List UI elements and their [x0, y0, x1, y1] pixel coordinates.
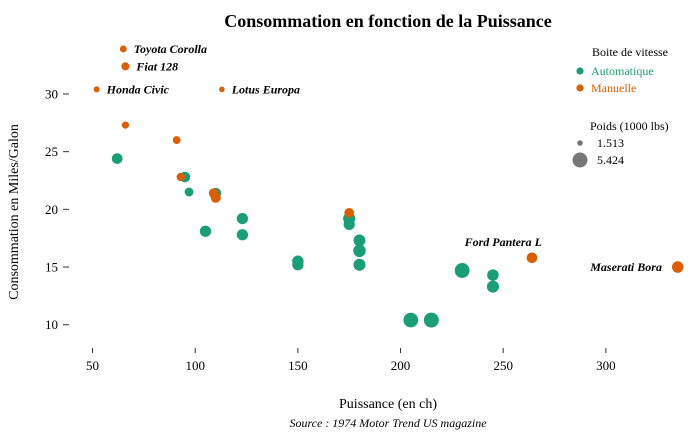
x-axis: 50 100 150 200 250 300: [86, 348, 616, 373]
data-point: [353, 258, 366, 271]
data-point: [486, 280, 499, 293]
legend-weight: Poids (1000 lbs) 1.513 5.424: [572, 119, 669, 168]
data-point: [236, 212, 249, 225]
x-tick-label: 300: [596, 358, 616, 373]
data-point: [121, 121, 130, 129]
x-tick-label: 100: [185, 358, 205, 373]
data-point: [111, 153, 123, 164]
y-axis-title: Consommation en Miles/Galon: [7, 124, 22, 300]
x-tick-label: 150: [288, 358, 308, 373]
data-point: [292, 259, 304, 271]
data-point: [219, 86, 225, 93]
series-automatique: [111, 153, 499, 328]
data-point: [353, 234, 366, 247]
data-point: [454, 263, 470, 278]
legend-weight-title: Poids (1000 lbs): [590, 119, 669, 133]
data-point: [423, 312, 439, 328]
data-point: [526, 252, 538, 264]
point-annotation: Fiat 128: [135, 59, 178, 73]
legend-entry-label: Manuelle: [591, 81, 636, 95]
x-tick-label: 200: [391, 358, 411, 373]
legend-size-label: 1.513: [597, 136, 624, 150]
y-tick-label: 10: [45, 317, 58, 332]
y-tick-label: 20: [45, 202, 58, 217]
x-tick-label: 50: [86, 358, 99, 373]
plot-area: Fiat 128 Honda Civic Toyota Corolla Lotus E…: [93, 42, 684, 328]
chart-title: Consommation en fonction de la Puissance: [224, 11, 552, 31]
chart-caption: Source : 1974 Motor Trend US magazine: [289, 416, 487, 430]
legend-swatch: [576, 67, 584, 75]
y-tick-label: 15: [45, 260, 58, 275]
data-point: [208, 188, 219, 199]
data-point: [353, 244, 366, 258]
point-annotation: Maserati Bora: [589, 260, 662, 274]
x-axis-title: Puissance (en ch): [339, 397, 437, 412]
data-point: [487, 269, 499, 281]
data-point: [184, 187, 194, 197]
data-point: [199, 225, 212, 237]
y-tick-label: 25: [45, 144, 58, 159]
legend-size-swatch: [577, 140, 583, 146]
legend-transmission: Boite de vitesse Automatique Manuelle: [576, 45, 668, 95]
point-annotation: Lotus Europa: [231, 82, 300, 96]
legend-entry-label: Automatique: [591, 64, 654, 78]
legend-size-swatch: [572, 152, 588, 168]
data-point: [671, 261, 684, 273]
y-axis: 10 15 20 25 30: [45, 86, 69, 332]
legend-transmission-title: Boite de vitesse: [592, 45, 668, 59]
data-point: [236, 229, 249, 241]
data-point: [172, 136, 181, 145]
point-annotation: Ford Pantera L: [464, 235, 542, 249]
x-tick-label: 250: [493, 358, 513, 373]
data-point: [119, 45, 127, 53]
point-annotation: Toyota Corolla: [134, 42, 207, 56]
legend-swatch: [576, 84, 584, 92]
data-point: [176, 172, 186, 182]
data-point: [93, 86, 100, 93]
data-point: [121, 62, 130, 71]
data-point: [403, 312, 419, 328]
data-point: [344, 207, 355, 218]
series-manuelle: [93, 45, 684, 273]
legend-size-label: 5.424: [597, 153, 624, 167]
y-tick-label: 30: [45, 86, 58, 101]
point-annotation: Honda Civic: [106, 82, 170, 96]
